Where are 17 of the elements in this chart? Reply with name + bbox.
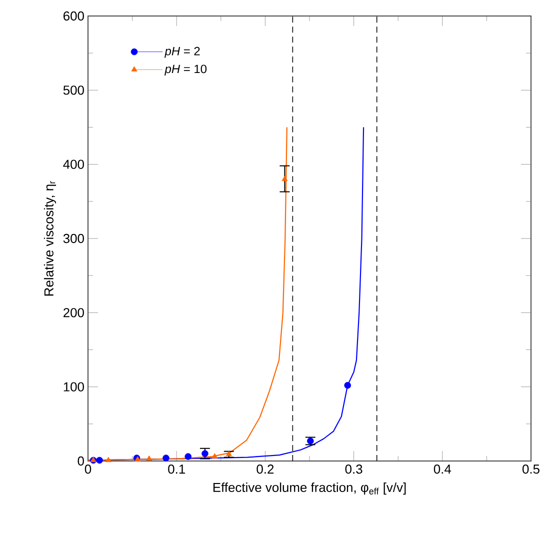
- y-axis-title: Relative viscosity, η$_{r}$: [44, 181, 56, 296]
- y-tick-label: 500: [63, 86, 84, 95]
- x-tick-label: 0.3: [345, 464, 362, 474]
- legend-label: pH = 2: [164, 46, 200, 58]
- x-tick-label: 0.2: [256, 464, 274, 474]
- x-tick-label: 0.1: [168, 464, 185, 474]
- y-tick-label: 100: [64, 382, 84, 392]
- y-tick-label: 400: [63, 160, 84, 169]
- y-tick-label: 600: [64, 11, 84, 21]
- legend-label: pH = 10: [164, 64, 207, 76]
- y-tick-label: 0: [78, 456, 84, 466]
- y-tick-label: 300: [63, 234, 84, 244]
- x-tick-label: 0.5: [522, 464, 540, 474]
- x-tick-label: 0: [84, 464, 92, 474]
- x-tick-label: 0.4: [434, 464, 452, 474]
- y-tick-label: 200: [64, 308, 84, 318]
- x-axis-title: Effective volume fraction, φ$_{eff}$ [v/v]: [213, 482, 406, 495]
